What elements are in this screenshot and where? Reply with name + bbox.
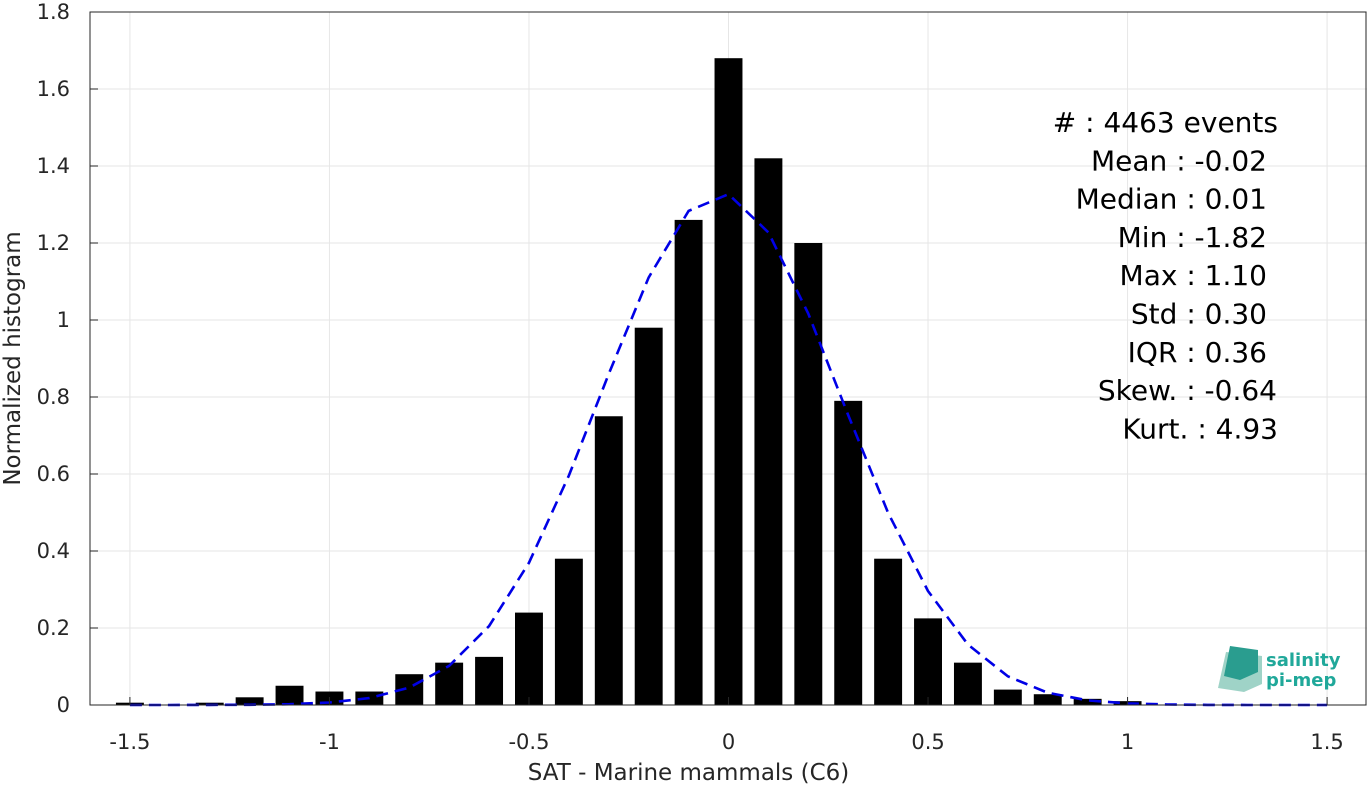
histogram-bar	[1073, 698, 1102, 705]
x-tick-label: 0	[722, 730, 735, 754]
histogram-bar	[235, 697, 264, 705]
y-tick-label: 1.2	[37, 231, 70, 255]
y-tick-label: 0	[57, 693, 70, 717]
stats-line: Std : 0.30	[1131, 298, 1267, 331]
histogram-bar	[435, 662, 464, 705]
histogram-bar	[1033, 694, 1062, 705]
stats-line: Min : -1.82	[1118, 221, 1267, 254]
histogram-bar	[275, 685, 304, 705]
statistics-box: # : 4463 events Mean : -0.02 Median : 0.01…	[1053, 106, 1278, 445]
stats-line: Skew. : -0.64	[1098, 374, 1277, 407]
y-tick-label: 1	[57, 308, 70, 332]
stats-line: # : 4463 events	[1053, 106, 1278, 139]
histogram-bar	[674, 219, 703, 705]
x-tick-label: 0.5	[911, 730, 944, 754]
y-tick-label: 0.8	[37, 385, 70, 409]
histogram-bar	[714, 58, 743, 705]
x-tick-label: -1.5	[109, 730, 150, 754]
x-tick-label: 1	[1121, 730, 1134, 754]
histogram-bar	[993, 689, 1022, 705]
histogram-bar	[634, 327, 663, 705]
y-tick-label: 1.4	[37, 154, 70, 178]
y-axis-ticks: 0 0.2 0.4 0.6 0.8 1 1.2 1.4 1.6 1.8	[37, 0, 98, 717]
stats-line: IQR : 0.36	[1128, 336, 1267, 369]
y-tick-label: 1.8	[37, 0, 70, 24]
x-tick-label: -0.5	[508, 730, 549, 754]
x-tick-label: 1.5	[1310, 730, 1343, 754]
logo-line-2: pi-mep	[1266, 670, 1336, 691]
y-tick-label: 1.6	[37, 77, 70, 101]
salinity-pi-mep-logo: salinity pi-mep	[1218, 646, 1341, 692]
logo-wave-icon-front	[1224, 646, 1258, 680]
histogram-bar	[794, 243, 823, 705]
histogram-bar	[554, 558, 583, 705]
histogram-bar	[754, 158, 783, 706]
logo-line-1: salinity	[1266, 650, 1341, 671]
stats-line: Kurt. : 4.93	[1122, 412, 1278, 445]
x-axis-ticks: -1.5 -1 -0.5 0 0.5 1 1.5	[109, 697, 1344, 754]
histogram-bar	[594, 416, 623, 705]
y-axis-label: Normalized histogram	[0, 231, 26, 485]
y-tick-label: 0.2	[37, 616, 70, 640]
histogram-bar	[874, 558, 903, 705]
y-tick-label: 0.6	[37, 462, 70, 486]
histogram-bar	[515, 612, 543, 705]
histogram-bar	[914, 618, 942, 705]
histogram-bar	[953, 662, 982, 705]
stats-line: Median : 0.01	[1076, 183, 1267, 216]
x-axis-label: SAT - Marine mammals (C6)	[528, 760, 850, 785]
x-tick-label: -1	[319, 730, 340, 754]
histogram-bar	[475, 656, 504, 705]
stats-line: Mean : -0.02	[1091, 144, 1267, 177]
histogram-bar	[834, 400, 863, 705]
stats-line: Max : 1.10	[1120, 259, 1267, 292]
y-tick-label: 0.4	[37, 539, 70, 563]
